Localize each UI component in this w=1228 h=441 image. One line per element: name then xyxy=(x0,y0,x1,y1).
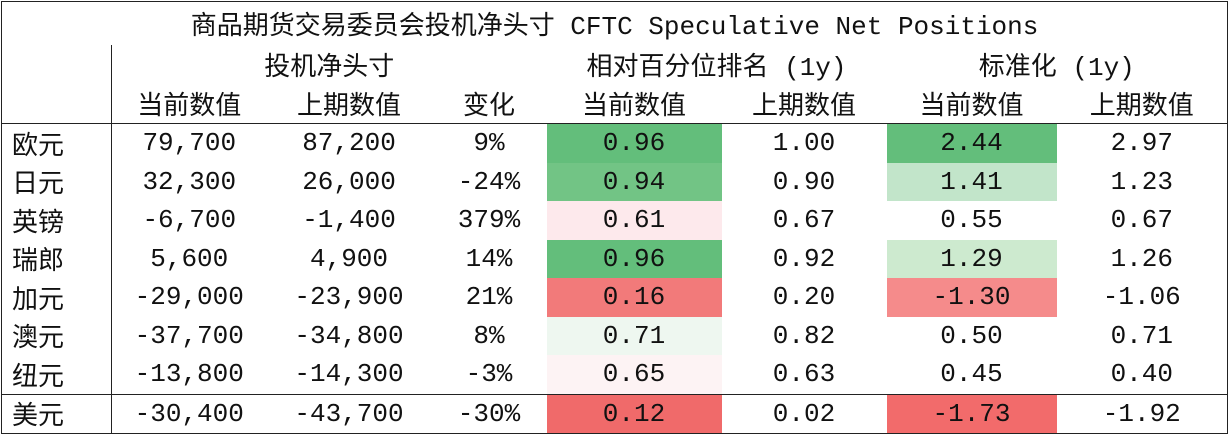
cell: 0.67 xyxy=(772,205,836,236)
row-label: 澳元 xyxy=(1,316,112,355)
cell: 0.50 xyxy=(940,320,1003,351)
cell: 26,000 xyxy=(302,166,396,197)
table-row: 欧元 79,700 87,200 9% 0.96 1.00 2.44 2.97 xyxy=(1,123,1228,163)
cell: -1.92 xyxy=(1056,393,1228,434)
group-header: 相对百分位排名 (1y) xyxy=(586,53,847,83)
cell: 0.71 xyxy=(546,316,722,355)
row-label: 瑞郎 xyxy=(1,239,112,278)
cell: 8% xyxy=(473,320,505,351)
cell: -1,400 xyxy=(302,205,396,236)
cell: 1.23 xyxy=(1110,166,1173,197)
row-label: 纽元 xyxy=(1,355,112,394)
cell: 0.55 xyxy=(940,205,1003,236)
cell: 2.44 xyxy=(886,123,1057,163)
column-header: 上期数值 xyxy=(1056,84,1228,124)
title: 商品期货交易委员会投机净头寸 CFTC Speculative Net Posi… xyxy=(190,12,1039,42)
cell: 1.26 xyxy=(1110,243,1173,274)
column-header: 上期数值 xyxy=(721,84,887,124)
cell: -3% xyxy=(465,359,513,390)
table-row: 瑞郎 5,600 4,900 14% 0.96 0.92 1.29 1.26 xyxy=(1,239,1228,278)
corner xyxy=(1,84,112,124)
row-label: 日元 xyxy=(1,162,112,201)
cell: 4,900 xyxy=(309,243,388,274)
table-row: 英镑 -6,700 -1,400 379% 0.61 0.67 0.55 0.67 xyxy=(1,201,1228,240)
row-label: 英镑 xyxy=(1,201,112,240)
row-label: 美元 xyxy=(1,393,112,434)
cell: -6,700 xyxy=(142,205,237,236)
cell: 14% xyxy=(465,243,513,274)
cell: -1.06 xyxy=(1102,282,1181,313)
table-row: 加元 -29,000 -23,900 21% 0.16 0.20 -1.30 -1.06 xyxy=(1,278,1228,317)
cell: 379% xyxy=(457,205,521,236)
cell: 79,700 xyxy=(142,128,237,159)
cell: 0.92 xyxy=(772,243,836,274)
cell: -30,400 xyxy=(111,393,267,434)
cell: 0.71 xyxy=(1110,320,1173,351)
cell: -30% xyxy=(431,393,547,434)
table-row: 澳元 -37,700 -34,800 8% 0.71 0.82 0.50 0.71 xyxy=(1,316,1228,355)
cell: 9% xyxy=(473,128,505,159)
row-label: 欧元 xyxy=(1,123,112,163)
cell: 0.94 xyxy=(546,162,722,201)
cell: -1.73 xyxy=(886,393,1057,434)
table-row: 日元 32,300 26,000 -24% 0.94 0.90 1.41 1.23 xyxy=(1,162,1228,201)
column-header: 上期数值 xyxy=(266,84,432,124)
cell: -37,700 xyxy=(134,320,244,351)
corner xyxy=(1,45,112,84)
cell: -34,800 xyxy=(294,320,404,351)
column-header: 当前数值 xyxy=(886,84,1057,124)
cell: 0.96 xyxy=(546,123,722,163)
cell: 0.02 xyxy=(721,393,887,434)
cell: 0.12 xyxy=(546,393,722,434)
cell: 0.63 xyxy=(772,359,836,390)
cell: 0.61 xyxy=(546,201,722,240)
cell: 0.90 xyxy=(772,166,836,197)
cell: 32,300 xyxy=(142,166,237,197)
table-row: 美元 -30,400 -43,700 -30% 0.12 0.02 -1.73 -1.92 xyxy=(1,393,1228,434)
cell: 0.16 xyxy=(546,278,722,317)
group-header: 标准化 (1y) xyxy=(978,53,1135,83)
column-header: 当前数值 xyxy=(546,84,722,124)
cell: 0.45 xyxy=(940,359,1003,390)
cell: 2.97 xyxy=(1110,128,1173,159)
cell: 0.67 xyxy=(1110,205,1173,236)
cell: 0.40 xyxy=(1110,359,1173,390)
cell: -24% xyxy=(457,166,521,197)
cell: 5,600 xyxy=(150,243,229,274)
cell: 1.41 xyxy=(886,162,1057,201)
cell: 0.96 xyxy=(546,239,722,278)
table-row: 纽元 -13,800 -14,300 -3% 0.65 0.63 0.45 0.40 xyxy=(1,355,1228,394)
cell: -23,900 xyxy=(294,282,404,313)
cell: 0.20 xyxy=(772,282,836,313)
column-header: 当前数值 xyxy=(111,84,267,124)
cell: -29,000 xyxy=(134,282,244,313)
cell: 1.29 xyxy=(886,239,1057,278)
column-header: 变化 xyxy=(431,84,547,124)
cell: 1.00 xyxy=(772,128,836,159)
row-label: 加元 xyxy=(1,278,112,317)
cell: 0.82 xyxy=(772,320,836,351)
cell: -13,800 xyxy=(134,359,244,390)
cell: 0.65 xyxy=(546,355,722,394)
cell: -43,700 xyxy=(266,393,432,434)
cell: 87,200 xyxy=(302,128,396,159)
cell: -1.30 xyxy=(886,278,1057,317)
cell: 21% xyxy=(465,282,513,313)
group-header: 投机净头寸 xyxy=(264,53,395,83)
cell: -14,300 xyxy=(294,359,404,390)
